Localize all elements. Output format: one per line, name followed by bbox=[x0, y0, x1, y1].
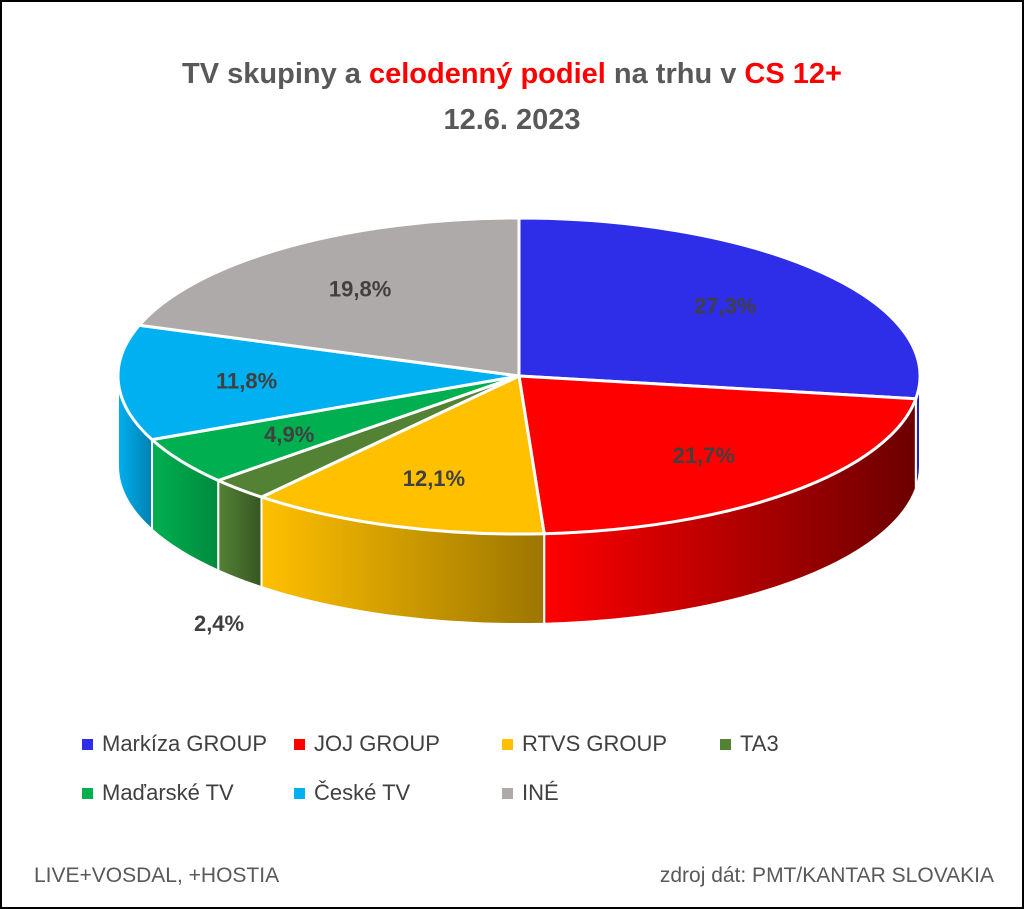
legend-swatch-1 bbox=[294, 739, 305, 750]
legend-item-5: České TV bbox=[294, 781, 410, 805]
legend-swatch-4 bbox=[82, 788, 93, 799]
title-highlight-2: CS 12+ bbox=[744, 58, 842, 90]
legend-label-0: Markíza GROUP bbox=[102, 731, 268, 756]
legend-swatch-3 bbox=[720, 739, 731, 750]
footer-source: zdroj dát: PMT/KANTAR SLOVAKIA bbox=[659, 864, 994, 887]
legend-item-3: TA3 bbox=[720, 732, 779, 756]
pie-slice-1 bbox=[517, 374, 918, 536]
legend-label-6: INÉ bbox=[522, 780, 559, 805]
legend-label-5: České TV bbox=[314, 780, 411, 805]
legend-item-1: JOJ GROUP bbox=[294, 732, 440, 756]
legend-swatch-5 bbox=[294, 788, 305, 799]
legend-item-2: RTVS GROUP bbox=[502, 732, 667, 756]
data-label-4: 4,9% bbox=[264, 422, 314, 447]
title-highlight-1: celodenný podiel bbox=[368, 58, 606, 90]
data-label-1: 21,7% bbox=[673, 443, 735, 468]
data-label-3: 2,4% bbox=[194, 611, 244, 636]
legend-label-3: TA3 bbox=[740, 731, 779, 756]
data-label-0: 27,3% bbox=[694, 294, 756, 319]
data-label-2: 12,1% bbox=[403, 466, 465, 491]
legend-swatch-0 bbox=[82, 739, 93, 750]
legend-swatch-6 bbox=[502, 788, 513, 799]
title-text-2: na trhu v bbox=[605, 58, 745, 90]
data-label-6: 19,8% bbox=[329, 277, 391, 302]
legend-label-2: RTVS GROUP bbox=[522, 731, 668, 756]
legend-item-4: Maďarské TV bbox=[82, 781, 234, 805]
chart-title: TV skupiny a celodenný podiel na trhu v … bbox=[2, 54, 1022, 94]
legend-swatch-2 bbox=[502, 739, 513, 750]
legend-label-1: JOJ GROUP bbox=[314, 731, 440, 756]
data-label-5: 11,8% bbox=[216, 369, 277, 394]
legend-item-0: Markíza GROUP bbox=[82, 732, 267, 756]
legend-label-4: Maďarské TV bbox=[102, 780, 234, 805]
chart-date: 12.6. 2023 bbox=[443, 104, 581, 136]
legend-item-6: INÉ bbox=[502, 781, 559, 805]
pie-slice-6 bbox=[137, 216, 521, 378]
pie-slice-2 bbox=[259, 374, 546, 536]
pie-slice-0 bbox=[517, 216, 922, 401]
pie-slice-5 bbox=[116, 323, 521, 442]
footer-left-note: LIVE+VOSDAL, +HOSTIA bbox=[34, 864, 280, 887]
title-text-1: TV skupiny a bbox=[182, 58, 369, 90]
